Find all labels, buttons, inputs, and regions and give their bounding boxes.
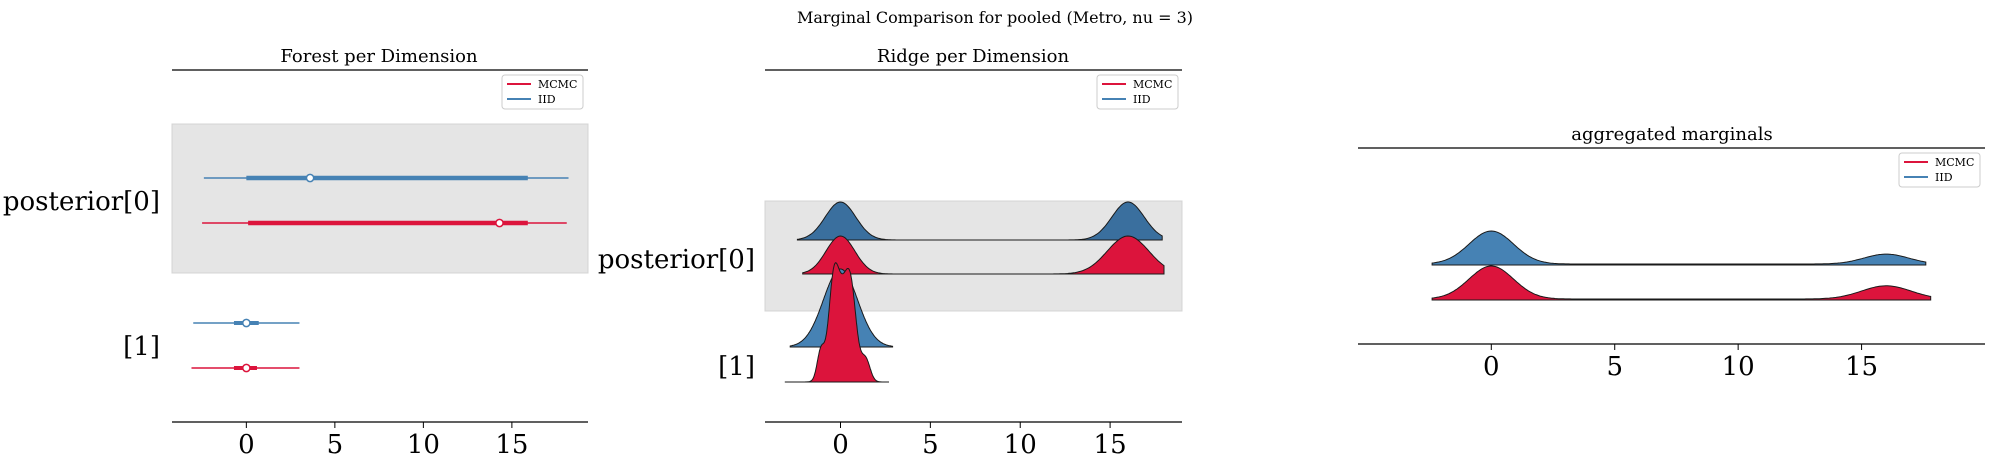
forest-legend-mcmc-label: MCMC (538, 78, 577, 91)
ridge-x-tick-label-10: 10 (1004, 430, 1037, 460)
aggregated-x-tick-label-10: 10 (1722, 352, 1755, 382)
ridge-marks (784, 201, 1165, 383)
ridge-panel-title: Ridge per Dimension (877, 46, 1070, 67)
ridge-x-tick-label-5: 5 (922, 430, 939, 460)
ridge-legend-iid-label: IID (1133, 93, 1151, 106)
aggregated-legend-iid-label: IID (1935, 171, 1953, 184)
aggregated-x-tick-label-5: 5 (1606, 352, 1623, 382)
forest-point-iid-0 (305, 173, 315, 183)
aggregated-x-ticks: 0 5 10 15 (1483, 344, 1878, 382)
aggregated-panel: aggregated marginals 0 5 10 15 MCMC IID (1358, 124, 1985, 382)
forest-highlight-band (171, 123, 589, 274)
aggregated-legend-mcmc-label: MCMC (1935, 156, 1974, 169)
aggregated-x-tick-label-15: 15 (1845, 352, 1878, 382)
forest-panel-title: Forest per Dimension (280, 46, 478, 67)
forest-point-iid-2 (241, 318, 251, 328)
ridge-label-posterior-0: posterior[0] (598, 245, 755, 275)
ridge-legend: MCMC IID (1096, 74, 1179, 110)
forest-label-posterior-0: posterior[0] (3, 187, 160, 217)
aggregated-density-iid (1431, 230, 1927, 266)
ridge-x-ticks: 0 5 10 15 (832, 422, 1127, 460)
aggregated-panel-title: aggregated marginals (1571, 124, 1772, 145)
forest-label-dim-1: [1] (123, 332, 160, 362)
figure-suptitle: Marginal Comparison for pooled (Metro, n… (797, 8, 1193, 27)
forest-point-mcmc-3 (241, 363, 251, 373)
forest-panel: Forest per Dimension posterior[0] [1] 0 5… (3, 46, 589, 460)
aggregated-density-mcmc (1431, 265, 1932, 301)
forest-x-ticks: 0 5 10 15 (238, 422, 528, 460)
ridge-density-mcmc-3 (784, 262, 889, 383)
forest-x-tick-label-0: 0 (238, 430, 255, 460)
forest-legend: MCMC IID (501, 74, 584, 110)
aggregated-legend: MCMC IID (1898, 152, 1981, 188)
forest-x-tick-label-10: 10 (407, 430, 440, 460)
forest-legend-iid-label: IID (538, 93, 556, 106)
ridge-label-dim-1: [1] (718, 352, 755, 382)
ridge-panel: Ridge per Dimension posterior[0] [1] 0 5 1… (598, 46, 1183, 460)
forest-x-tick-label-15: 15 (495, 430, 528, 460)
forest-marks (191, 173, 569, 373)
ridge-legend-mcmc-label: MCMC (1133, 78, 1172, 91)
aggregated-marks (1431, 230, 1932, 301)
aggregated-x-tick-label-0: 0 (1483, 352, 1500, 382)
ridge-x-tick-label-15: 15 (1094, 430, 1127, 460)
forest-x-tick-label-5: 5 (327, 430, 344, 460)
ridge-x-tick-label-0: 0 (832, 430, 849, 460)
forest-point-mcmc-1 (495, 218, 504, 228)
